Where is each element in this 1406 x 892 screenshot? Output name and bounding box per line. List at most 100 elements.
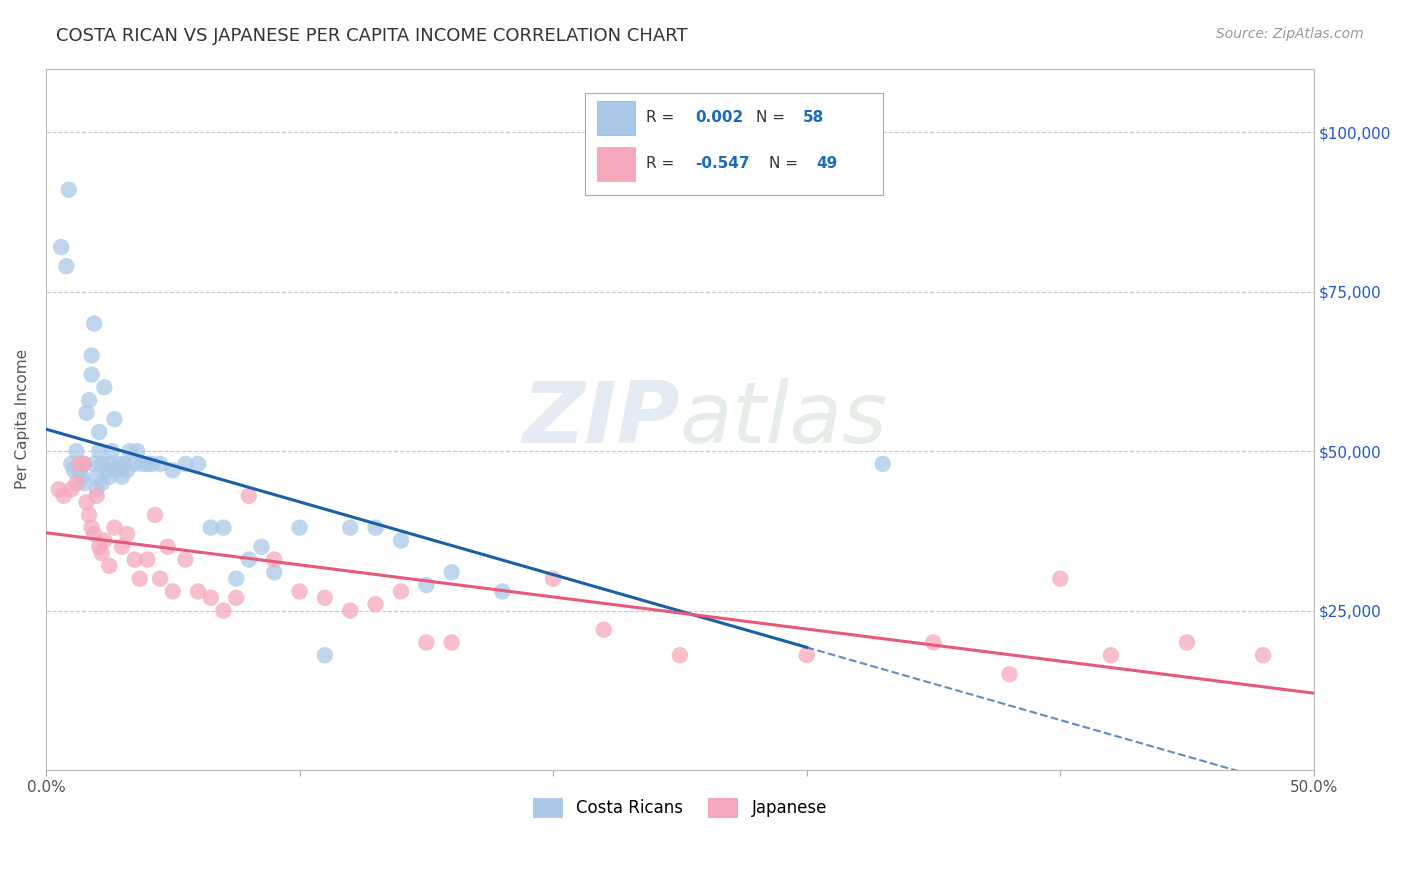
Point [111, 540, 134, 554]
Point [669, 648, 692, 663]
Point [998, 667, 1021, 681]
Point [93, 533, 115, 548]
Point [200, 591, 222, 605]
Point [55, 259, 77, 273]
Point [51, 240, 73, 254]
Point [1049, 572, 1071, 586]
Point [149, 457, 172, 471]
Point [212, 521, 235, 535]
Point [174, 552, 197, 566]
Point [174, 457, 197, 471]
Point [86, 489, 108, 503]
Point [83, 317, 105, 331]
Point [263, 552, 285, 566]
Point [225, 591, 247, 605]
Point [52, 489, 75, 503]
Point [238, 489, 260, 503]
Point [98, 469, 121, 483]
Point [86, 483, 108, 497]
Point [250, 540, 273, 554]
Point [364, 597, 387, 611]
Point [415, 578, 437, 592]
Point [156, 540, 179, 554]
Point [127, 444, 149, 458]
Point [98, 457, 121, 471]
Point [89, 425, 111, 439]
Point [65, 444, 87, 458]
Point [288, 584, 311, 599]
Point [143, 508, 166, 522]
Point [83, 457, 105, 471]
Point [105, 463, 128, 477]
Point [124, 552, 146, 566]
Point [80, 521, 103, 535]
Point [58, 183, 80, 197]
Point [1251, 648, 1274, 663]
Point [60, 483, 83, 497]
Point [187, 584, 209, 599]
Text: N =: N = [756, 110, 790, 125]
Point [101, 444, 124, 458]
Point [440, 566, 463, 580]
Point [111, 469, 134, 483]
Point [89, 540, 111, 554]
Point [131, 457, 153, 471]
Point [592, 623, 614, 637]
Point [339, 521, 361, 535]
Point [136, 552, 159, 566]
Point [162, 463, 184, 477]
Point [225, 572, 247, 586]
Point [77, 393, 100, 408]
Point [1175, 635, 1198, 649]
Text: ZIP: ZIP [522, 377, 681, 461]
Point [288, 521, 311, 535]
Point [73, 476, 96, 491]
Point [118, 444, 141, 458]
Point [136, 457, 159, 471]
Text: 0.002: 0.002 [695, 110, 744, 125]
Text: Source: ZipAtlas.com: Source: ZipAtlas.com [1216, 27, 1364, 41]
Bar [598, 147, 636, 181]
Point [314, 648, 336, 663]
Point [200, 521, 222, 535]
Point [541, 572, 564, 586]
Point [90, 546, 112, 560]
Text: -0.547: -0.547 [695, 156, 749, 170]
Text: COSTA RICAN VS JAPANESE PER CAPITA INCOME CORRELATION CHART: COSTA RICAN VS JAPANESE PER CAPITA INCOM… [56, 27, 688, 45]
Point [63, 463, 86, 477]
Point [76, 406, 98, 420]
Point [73, 457, 96, 471]
Point [415, 635, 437, 649]
Point [314, 591, 336, 605]
Point [491, 584, 513, 599]
Point [108, 457, 131, 471]
Text: N =: N = [769, 156, 803, 170]
Point [872, 457, 894, 471]
Point [96, 463, 118, 477]
Point [83, 527, 105, 541]
Point [389, 584, 412, 599]
Point [90, 457, 112, 471]
Point [440, 635, 463, 649]
Point [187, 457, 209, 471]
FancyBboxPatch shape [585, 93, 883, 194]
Point [115, 527, 138, 541]
Point [80, 368, 103, 382]
Point [70, 469, 93, 483]
Point [128, 572, 150, 586]
Point [89, 444, 111, 458]
Point [922, 635, 945, 649]
Point [263, 566, 285, 580]
Point [67, 457, 90, 471]
Point [76, 495, 98, 509]
Point [67, 463, 90, 477]
Point [103, 412, 125, 426]
Point [212, 603, 235, 617]
Point [796, 648, 818, 663]
Point [80, 349, 103, 363]
Point [48, 483, 70, 497]
Point [114, 457, 136, 471]
Point [141, 457, 163, 471]
Text: R =: R = [645, 156, 679, 170]
Text: 49: 49 [817, 156, 838, 170]
